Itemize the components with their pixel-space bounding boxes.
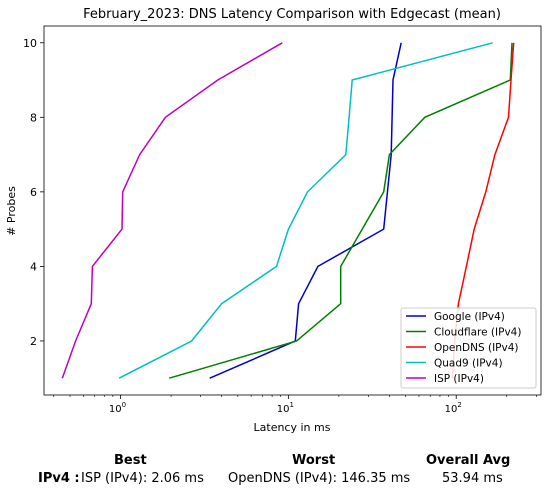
x-tick-label: 101 xyxy=(277,401,294,415)
x-axis-label: Latency in ms xyxy=(254,421,331,434)
y-tick-label: 10 xyxy=(23,37,37,50)
legend-label-3: Quad9 (IPv4) xyxy=(434,358,503,370)
y-tick-label: 2 xyxy=(30,335,37,348)
legend-label-2: OpenDNS (IPv4) xyxy=(434,342,519,354)
summary-table: Best Worst Overall Avg IPv4 : ISP (IPv4)… xyxy=(0,448,548,496)
series-line-3 xyxy=(118,42,493,379)
overall-avg-value: 53.94 ms xyxy=(442,471,503,486)
overall-avg-header: Overall Avg xyxy=(426,453,511,468)
x-tick-label-exponent: 0 xyxy=(122,401,126,409)
x-tick-label-exponent: 2 xyxy=(457,401,461,409)
x-tick-label: 102 xyxy=(445,401,462,415)
legend-box xyxy=(400,307,537,389)
legend-label-0: Google (IPv4) xyxy=(434,311,505,323)
best-header: Best xyxy=(114,453,147,468)
best-value: ISP (IPv4): 2.06 ms xyxy=(81,471,204,486)
legend-label-1: Cloudflare (IPv4) xyxy=(434,327,521,339)
y-tick-label: 6 xyxy=(30,186,37,199)
latency-chart: February_2023: DNS Latency Comparison wi… xyxy=(5,7,542,434)
x-tick-label: 100 xyxy=(109,401,126,415)
series-line-4 xyxy=(61,42,283,379)
y-axis-label: # Probes xyxy=(5,186,18,236)
y-tick-label: 4 xyxy=(30,260,37,273)
plot-frame xyxy=(43,25,542,396)
worst-value: OpenDNS (IPv4): 146.35 ms xyxy=(228,471,411,486)
x-tick-label-exponent: 1 xyxy=(290,401,294,409)
y-tick-label: 8 xyxy=(30,111,37,124)
ipv4-row-label: IPv4 : xyxy=(38,471,80,486)
legend-label-4: ISP (IPv4) xyxy=(434,373,484,385)
series-line-1 xyxy=(168,42,513,379)
legend: Google (IPv4) Cloudflare (IPv4) OpenDNS (I… xyxy=(400,307,537,389)
worst-header: Worst xyxy=(292,453,336,468)
chart-title: February_2023: DNS Latency Comparison wi… xyxy=(83,7,501,22)
